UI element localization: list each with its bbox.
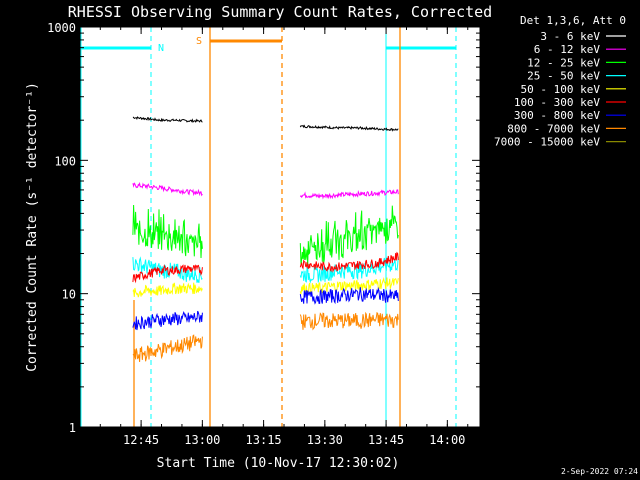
x-tick-label: 13:30 xyxy=(307,433,343,447)
y-tick-label: 10 xyxy=(62,288,76,302)
y-tick-label: 1 xyxy=(69,421,76,435)
series-line xyxy=(132,204,203,259)
series-line xyxy=(132,264,203,284)
chart-title: RHESSI Observing Summary Count Rates, Co… xyxy=(68,3,492,21)
night-marker-label: N xyxy=(158,43,164,54)
orbit-markers: N S xyxy=(80,27,457,427)
plot-frame xyxy=(79,26,481,428)
x-axis-title: Start Time (10-Nov-17 12:30:02) xyxy=(157,456,400,471)
series-line xyxy=(132,181,203,197)
x-ticks: 12:45 13:00 13:15 13:30 13:45 14:00 xyxy=(99,27,469,447)
series-line xyxy=(299,277,399,295)
series-line xyxy=(132,256,203,283)
x-tick-label: 12:45 xyxy=(123,433,159,447)
series-line xyxy=(299,256,399,284)
saa-marker-label: S xyxy=(196,36,202,47)
legend-label: 25 - 50 keV xyxy=(527,70,600,83)
footer-date: 2-Sep-2022 07:24 xyxy=(561,467,638,476)
x-tick-label: 14:00 xyxy=(429,433,465,447)
series-line xyxy=(299,189,399,200)
legend-label: 6 - 12 keV xyxy=(534,43,601,56)
series-line xyxy=(299,286,399,305)
y-tick-label: 100 xyxy=(54,154,76,168)
y-ticks: 1 10 100 1000 xyxy=(47,21,480,435)
legend-label: 100 - 300 keV xyxy=(514,96,600,109)
y-tick-label: 1000 xyxy=(47,21,76,35)
series-layer xyxy=(132,116,399,363)
legend-title: Det 1,3,6, Att 0 xyxy=(520,14,626,27)
x-tick-label: 13:15 xyxy=(246,433,282,447)
legend-label: 3 - 6 keV xyxy=(540,30,600,43)
series-line xyxy=(299,311,399,331)
series-line xyxy=(132,334,203,363)
y-axis-title: Corrected Count Rate (s⁻¹ detector⁻¹) xyxy=(25,82,40,372)
series-line xyxy=(132,282,203,298)
legend-label: 50 - 100 keV xyxy=(521,83,601,96)
series-line xyxy=(299,205,399,267)
series-line xyxy=(299,124,399,132)
series-line xyxy=(132,116,203,123)
legend-label: 12 - 25 keV xyxy=(527,56,600,69)
plot-area xyxy=(80,27,480,427)
x-tick-label: 13:00 xyxy=(184,433,220,447)
series-line xyxy=(299,251,399,273)
legend-label: 7000 - 15000 keV xyxy=(494,136,600,149)
x-tick-label: 13:45 xyxy=(368,433,404,447)
series-line xyxy=(132,310,203,331)
legend-label: 800 - 7000 keV xyxy=(507,122,600,135)
legend-label: 300 - 800 keV xyxy=(514,109,600,122)
